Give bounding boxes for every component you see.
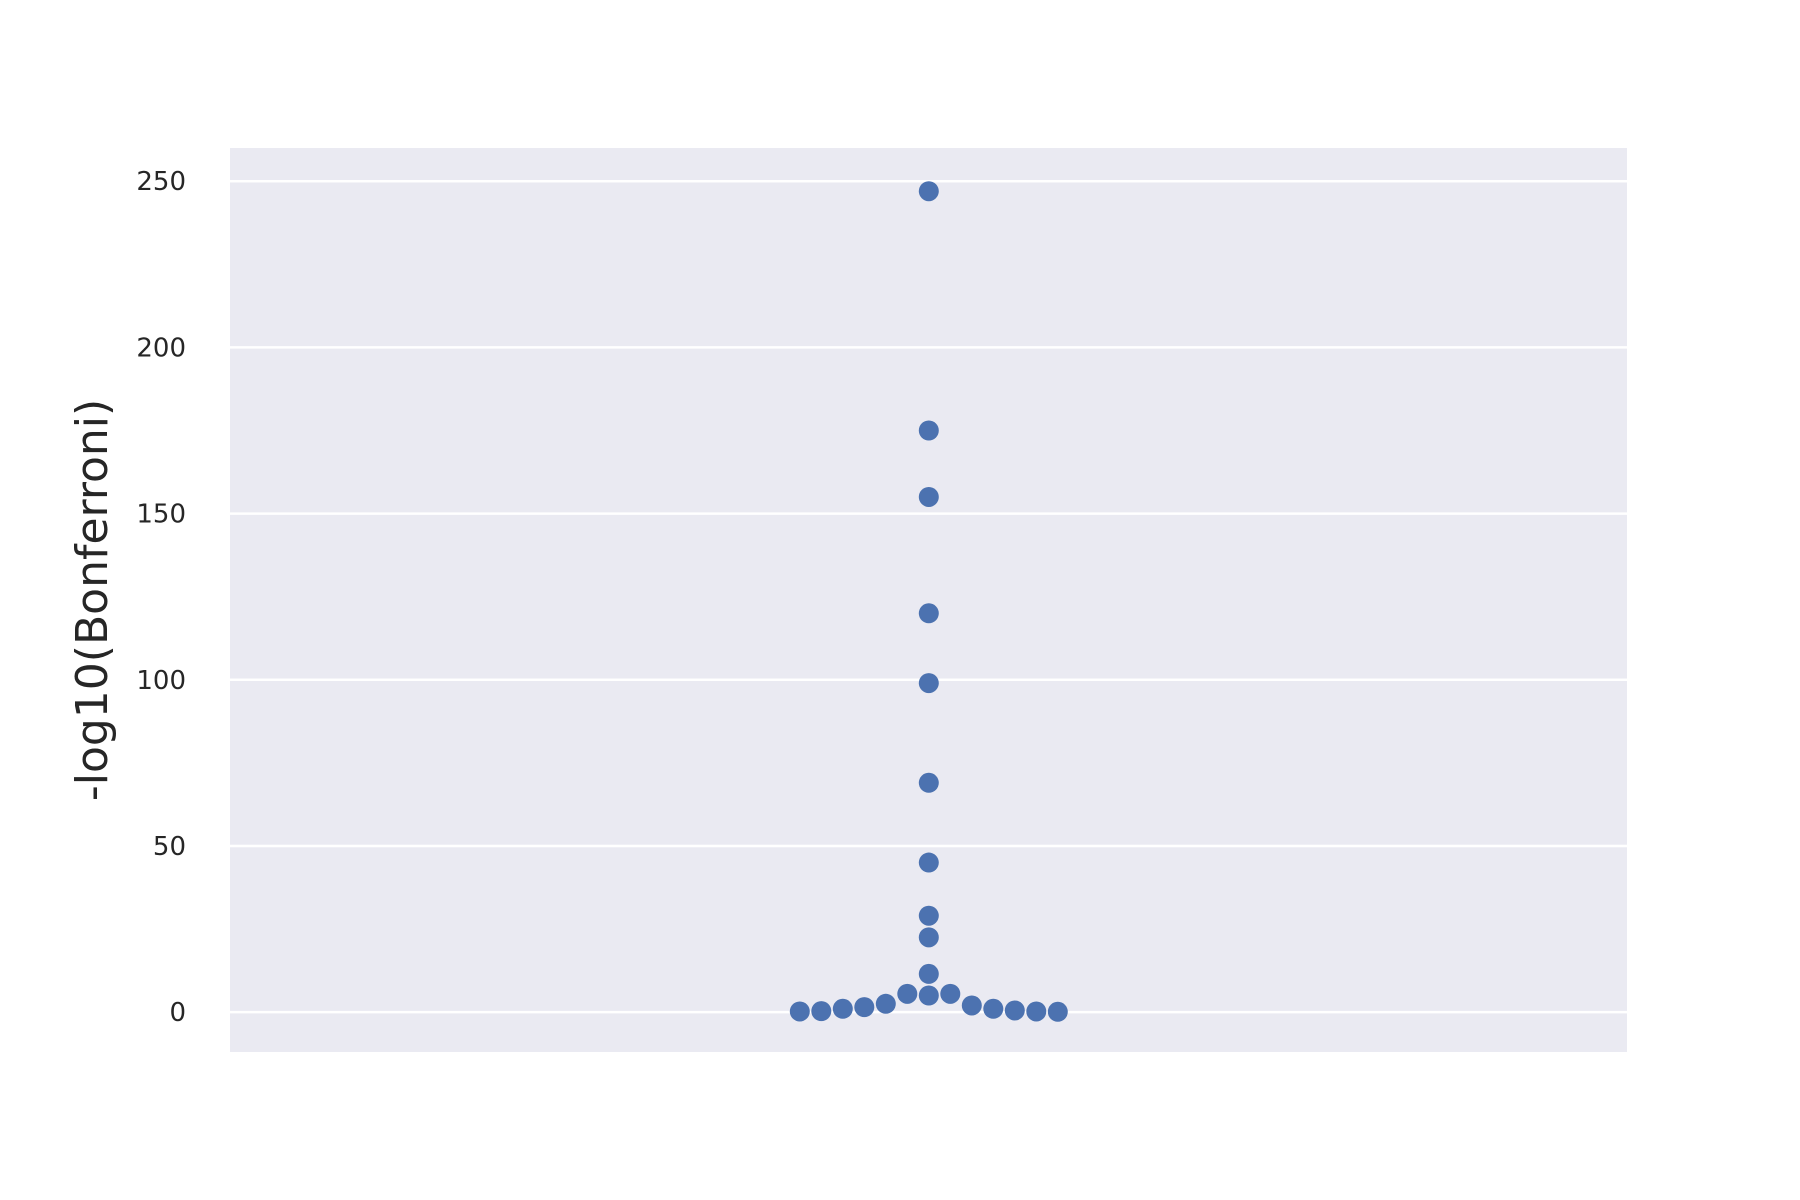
data-point: [918, 852, 939, 873]
y-axis-label: -log10(Bonferroni): [67, 399, 118, 801]
data-point: [918, 963, 939, 984]
data-point: [854, 997, 875, 1018]
data-point: [832, 998, 853, 1019]
data-point: [918, 486, 939, 507]
y-tick-label: 150: [136, 500, 186, 530]
data-point: [875, 993, 896, 1014]
data-point: [789, 1001, 810, 1022]
data-point: [1047, 1001, 1068, 1022]
data-point: [918, 927, 939, 948]
data-point: [1004, 1000, 1025, 1021]
y-tick-label: 250: [136, 167, 186, 197]
data-point: [961, 995, 982, 1016]
y-tick-label: 200: [136, 333, 186, 363]
data-point: [897, 983, 918, 1004]
data-point: [918, 420, 939, 441]
data-point: [1026, 1001, 1047, 1022]
data-points: [789, 181, 1068, 1022]
data-point: [983, 998, 1004, 1019]
y-tick-labels: 0 50 100 150 200 250: [136, 167, 186, 1028]
data-point: [918, 985, 939, 1006]
data-point: [918, 905, 939, 926]
y-tick-label: 0: [169, 998, 186, 1028]
plot-area: [230, 148, 1627, 1052]
y-tick-label: 100: [136, 666, 186, 696]
data-point: [940, 983, 961, 1004]
y-tick-label: 50: [153, 832, 186, 862]
data-point: [918, 603, 939, 624]
data-point: [918, 673, 939, 694]
data-point: [811, 1001, 832, 1022]
data-point: [918, 772, 939, 793]
data-point: [918, 181, 939, 202]
